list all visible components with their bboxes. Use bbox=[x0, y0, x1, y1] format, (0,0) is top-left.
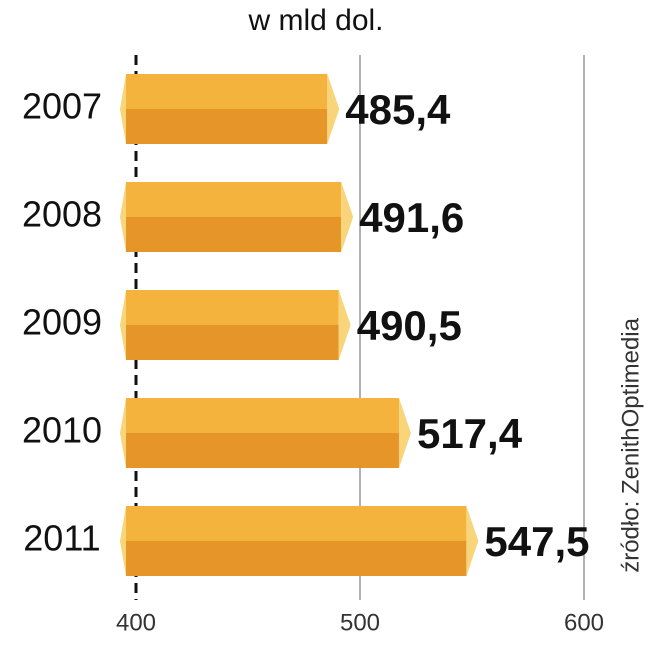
bar-left bbox=[120, 398, 126, 468]
x-tick-label: 600 bbox=[564, 609, 604, 636]
bar-left bbox=[120, 290, 126, 360]
bar bbox=[126, 182, 342, 217]
bar bbox=[126, 290, 339, 325]
value-label: 547,5 bbox=[484, 518, 589, 565]
bar-lower bbox=[126, 109, 328, 144]
value-label: 485,4 bbox=[345, 86, 451, 133]
chart-title: w mld dol. bbox=[247, 4, 383, 37]
y-tick-label: 2009 bbox=[22, 302, 102, 343]
bar-tip bbox=[341, 182, 354, 252]
bar-tip bbox=[466, 506, 479, 576]
bar-left bbox=[120, 74, 126, 144]
bar-lower bbox=[126, 217, 342, 252]
bar-tip bbox=[398, 398, 411, 468]
bar-left bbox=[120, 506, 126, 576]
bar-lower bbox=[126, 433, 399, 468]
value-label: 491,6 bbox=[359, 194, 464, 241]
source-note: źródło: ZenithOptimedia bbox=[617, 317, 644, 572]
y-tick-label: 2008 bbox=[22, 194, 102, 235]
y-tick-label: 2007 bbox=[22, 86, 102, 127]
value-label: 517,4 bbox=[417, 410, 523, 457]
value-label: 490,5 bbox=[357, 302, 462, 349]
bar bbox=[126, 398, 399, 433]
y-tick-label: 2011 bbox=[23, 518, 100, 559]
x-tick-label: 500 bbox=[340, 609, 380, 636]
x-tick-label: 400 bbox=[116, 609, 156, 636]
bar-lower bbox=[126, 541, 467, 576]
y-tick-label: 2010 bbox=[22, 410, 102, 451]
bar-left bbox=[120, 182, 126, 252]
bar-tip bbox=[338, 290, 351, 360]
bar-lower bbox=[126, 325, 339, 360]
bar-tip bbox=[327, 74, 340, 144]
bar bbox=[126, 506, 467, 541]
bar bbox=[126, 74, 328, 109]
